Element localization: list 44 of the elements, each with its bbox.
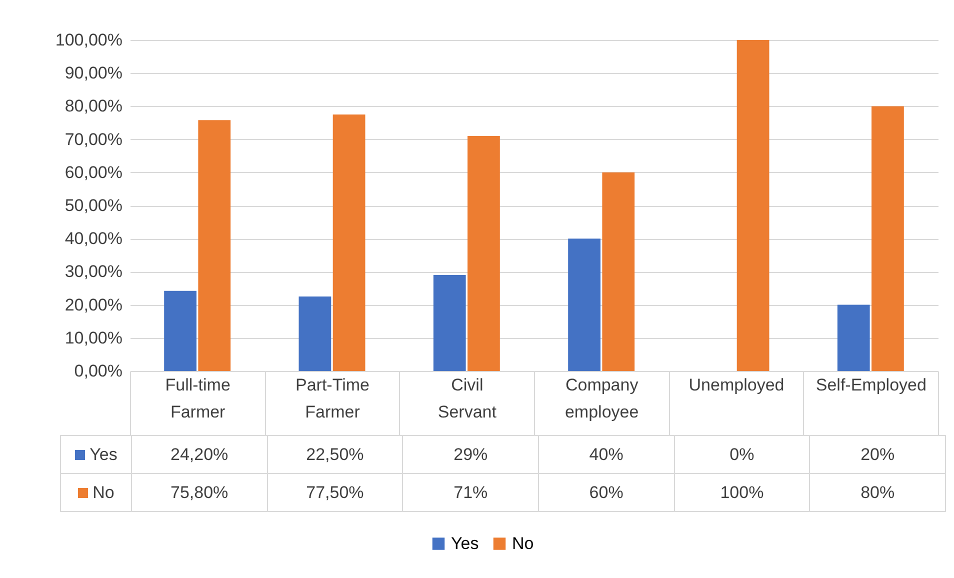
x-tick-label: Self-Employed <box>816 376 926 394</box>
bar <box>468 136 500 371</box>
data-label: 29% <box>402 436 538 474</box>
legend-label: Yes <box>60 436 132 474</box>
y-tick-label: 60,00% <box>64 162 122 182</box>
y-tick-label: 70,00% <box>64 130 122 149</box>
legend-label: No <box>60 474 132 512</box>
y-tick-label: 0,00% <box>74 362 122 380</box>
data-label: 0% <box>674 436 810 474</box>
text: No <box>512 534 534 553</box>
x-tick-label: Part-Time Farmer <box>296 376 370 422</box>
x-tick-label: Company employee <box>564 376 639 422</box>
y-tick-label: 10,00% <box>64 328 122 348</box>
y-tick-label: 40,00% <box>64 229 122 248</box>
data-label: 71% <box>402 474 538 512</box>
y-tick-label: 80,00% <box>64 96 122 116</box>
bar <box>837 304 870 371</box>
y-tick-label: 90,00% <box>64 64 122 83</box>
x-tick-label: Unemployed <box>688 376 784 394</box>
data-label: 24,20% <box>132 436 268 474</box>
data-label: 40% <box>538 436 674 474</box>
data-label: 60% <box>538 474 674 512</box>
y-tick-label: 100,00% <box>55 30 122 50</box>
data-label: 22,50% <box>267 436 403 474</box>
bar <box>568 238 600 371</box>
y-tick-label: 50,00% <box>64 196 122 215</box>
bar <box>298 296 332 371</box>
bar <box>602 172 635 371</box>
data-label: 20% <box>810 436 946 474</box>
data-label: 75,80% <box>132 474 268 512</box>
bar <box>164 290 196 371</box>
bar <box>433 275 466 371</box>
bar <box>332 114 366 371</box>
bar <box>198 120 231 371</box>
bar <box>872 106 904 371</box>
bar <box>736 40 770 371</box>
data-label: 77,50% <box>267 474 403 512</box>
x-tick-label: Full-time Farmer <box>165 376 230 422</box>
y-tick-label: 20,00% <box>64 295 122 314</box>
data-label: 100% <box>674 474 810 512</box>
text: Yes <box>451 534 479 553</box>
y-tick-label: 30,00% <box>64 262 122 282</box>
data-label: 80% <box>810 474 946 512</box>
x-tick-label: Civil Servant <box>438 376 497 422</box>
